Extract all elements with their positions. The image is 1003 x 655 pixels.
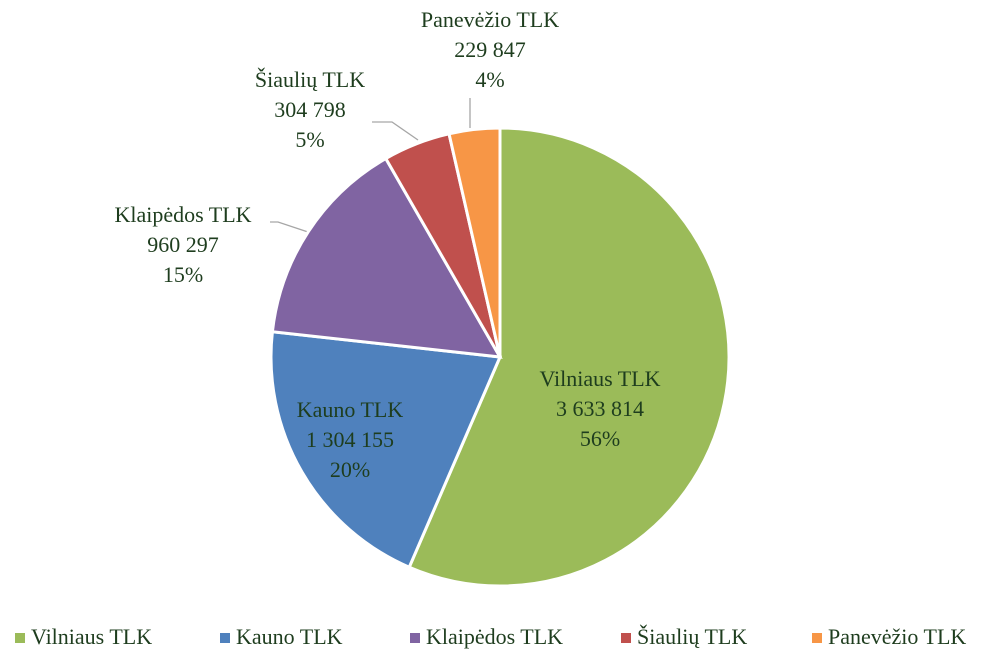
slice-label-value: 229 847 — [454, 37, 526, 62]
legend-text: Klaipėdos TLK — [426, 624, 563, 649]
slice-label-value: 304 798 — [274, 97, 346, 122]
slice-label-percent: 4% — [475, 67, 504, 92]
pie-slice — [407, 126, 731, 588]
slice-label-percent: 56% — [580, 426, 620, 451]
slice-label-name: Panevėžio TLK — [421, 7, 559, 32]
leader-line — [270, 221, 309, 233]
slice-label-percent: 5% — [295, 127, 324, 152]
slice-label-value: 960 297 — [147, 232, 219, 257]
legend-text: Panevėžio TLK — [828, 624, 966, 649]
pie-slice — [447, 126, 502, 358]
legend-swatch — [812, 633, 822, 643]
leader-line — [372, 121, 419, 141]
legend-swatch — [15, 633, 25, 643]
legend-text: Šiaulių TLK — [637, 624, 747, 649]
slice-label-percent: 20% — [330, 457, 370, 482]
pie-slice — [270, 156, 503, 359]
legend-text: Vilniaus TLK — [31, 624, 152, 649]
legend-swatch — [220, 633, 230, 643]
slice-label-name: Klaipėdos TLK — [114, 202, 251, 227]
slice-label-name: Kauno TLK — [297, 397, 404, 422]
slice-label-name: Vilniaus TLK — [539, 366, 660, 391]
legend-text: Kauno TLK — [236, 624, 343, 649]
slice-label-name: Šiaulių TLK — [255, 67, 365, 92]
slice-label-percent: 15% — [163, 262, 203, 287]
pie-slice — [269, 330, 503, 570]
legend-swatch — [410, 633, 420, 643]
slice-label-value: 3 633 814 — [556, 396, 644, 421]
legend-swatch — [621, 633, 631, 643]
slice-label-value: 1 304 155 — [306, 427, 394, 452]
